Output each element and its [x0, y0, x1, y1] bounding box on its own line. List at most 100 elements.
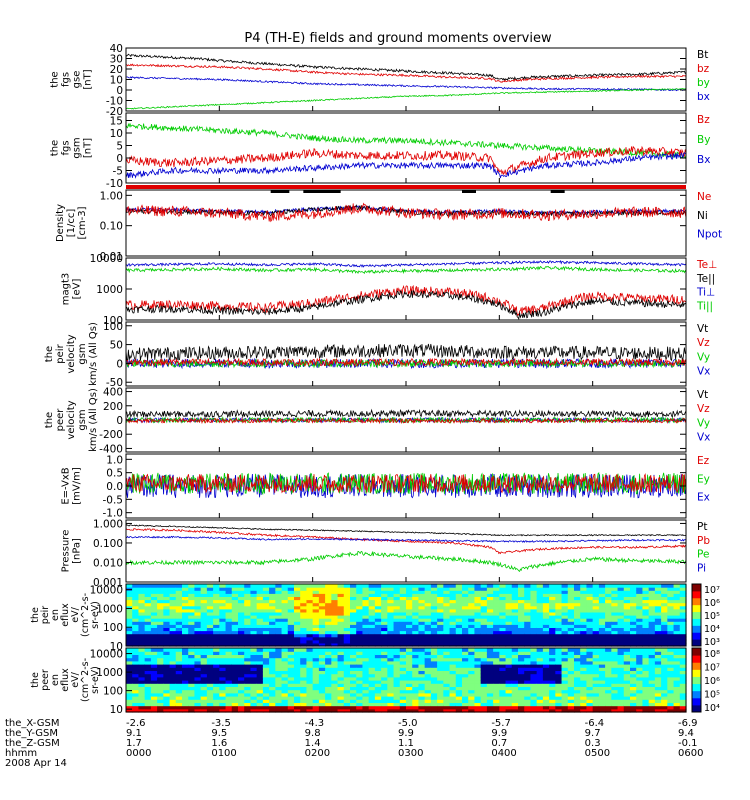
spectrogram-cell	[592, 587, 600, 591]
spectrogram-cell	[126, 621, 133, 625]
spectrogram-cell	[231, 673, 239, 678]
y-axis-label-line: the	[44, 346, 55, 362]
spectrogram-cell	[374, 705, 382, 710]
spectrogram-cell	[598, 705, 606, 710]
spectrogram-cell	[175, 651, 183, 655]
spectrogram-cell	[275, 599, 283, 604]
spectrogram-cell	[493, 689, 500, 694]
spectrogram-cell	[356, 654, 364, 659]
y-axis-label-line: [mV/m]	[72, 467, 83, 505]
spectrogram-cell	[530, 705, 538, 710]
spectrogram-cell	[468, 705, 476, 710]
spectrogram-cell	[213, 599, 220, 604]
spectrogram-cell	[449, 708, 457, 713]
spectrogram-cell	[157, 705, 164, 710]
spectrogram-cell	[238, 621, 245, 625]
spectrogram-cell	[536, 615, 544, 619]
spectrogram-cell	[244, 699, 252, 703]
spectrogram-cell	[300, 648, 308, 652]
spectrogram-cell	[318, 596, 326, 601]
spectrogram-cell	[630, 596, 637, 601]
spectrogram-cell	[256, 639, 264, 644]
spectrogram-cell	[231, 654, 239, 659]
spectrogram-cell	[424, 660, 432, 665]
y-axis-label: thepeirenefluxeV/(cm^2-s-sr-eV)	[30, 593, 101, 637]
spectrogram-cell	[424, 657, 432, 662]
spectrogram-cell	[617, 708, 625, 713]
spectrogram-cell	[598, 642, 606, 647]
spectrogram-cell	[505, 621, 513, 625]
spectrogram-cell	[374, 702, 382, 707]
spectrogram-cell	[462, 667, 469, 671]
spectrogram-cell	[343, 621, 351, 625]
spectrogram-cell	[505, 642, 513, 647]
spectrogram-cell	[437, 696, 444, 700]
series-line-green	[125, 122, 687, 159]
spectrogram-cell	[493, 596, 500, 601]
spectrogram-cell	[350, 624, 357, 628]
spectrogram-cell	[549, 642, 556, 647]
spectrogram-cell	[524, 676, 532, 681]
spectrogram-cell	[144, 673, 152, 678]
spectrogram-cell	[518, 680, 525, 684]
spectrogram-cell	[231, 660, 239, 665]
spectrogram-cell	[462, 708, 469, 713]
spectrogram-cell	[306, 670, 314, 675]
spectrogram-cell	[393, 587, 401, 591]
spectrogram-cell	[418, 667, 426, 671]
spectrogram-cell	[374, 680, 382, 684]
series-line-green	[125, 550, 687, 573]
spectrogram-cell	[362, 593, 370, 597]
spectrogram-cell	[449, 608, 457, 613]
spectrogram-cell	[399, 602, 407, 607]
spectrogram-cell	[126, 615, 133, 619]
spectrogram-cell	[493, 683, 500, 687]
spectrogram-cell	[306, 602, 314, 607]
spectrogram-cell	[175, 587, 183, 591]
spectrogram-cell	[617, 618, 625, 622]
spectrogram-cell	[337, 630, 345, 635]
spectrogram-cell	[138, 680, 146, 684]
spectrogram-cell	[219, 596, 227, 601]
spectrogram-cell	[219, 683, 227, 687]
spectrogram-cell	[486, 608, 494, 613]
spectrogram-cell	[437, 683, 444, 687]
spectrogram-cell	[493, 584, 500, 588]
spectrogram-cell	[150, 642, 158, 647]
spectrogram-cell	[493, 708, 500, 713]
spectrogram-cell	[499, 593, 507, 597]
spectrogram-cell	[219, 599, 227, 604]
spectrogram-cell	[343, 680, 351, 684]
spectrogram-cell	[679, 621, 687, 625]
spectrogram-cell	[343, 624, 351, 628]
spectrogram-cell	[231, 699, 239, 703]
spectrogram-cell	[362, 660, 370, 665]
spectrogram-cell	[300, 605, 308, 610]
spectrogram-cell	[399, 696, 407, 700]
series-line-green	[125, 265, 687, 275]
spectrogram-cell	[580, 673, 588, 678]
spectrogram-cell	[667, 654, 675, 659]
spectrogram-cell	[499, 608, 507, 613]
spectrogram-cell	[617, 702, 625, 707]
spectrogram-cell	[679, 596, 687, 601]
spectrogram-cell	[486, 699, 494, 703]
spectrogram-cell	[318, 624, 326, 628]
spectrogram-cell	[524, 657, 532, 662]
spectrogram-cell	[505, 608, 513, 613]
spectrogram-cell	[542, 587, 550, 591]
spectrogram-cell	[567, 599, 575, 604]
spectrogram-cell	[667, 618, 675, 622]
spectrogram-cell	[667, 692, 675, 697]
spectrogram-cell	[244, 584, 252, 588]
spectrogram-cell	[200, 611, 208, 616]
spectrogram-cell	[238, 599, 245, 604]
y-axis-label: thepeirvelocitygsmkm/s (All Qs)	[44, 322, 99, 386]
spectrogram-cell	[256, 705, 264, 710]
spectrogram-cell	[443, 621, 451, 625]
spectrogram-cell	[598, 660, 606, 665]
spectrogram-cell	[598, 676, 606, 681]
spectrogram-cell	[262, 608, 270, 613]
spectrogram-cell	[157, 590, 164, 594]
spectrogram-cell	[318, 590, 326, 594]
